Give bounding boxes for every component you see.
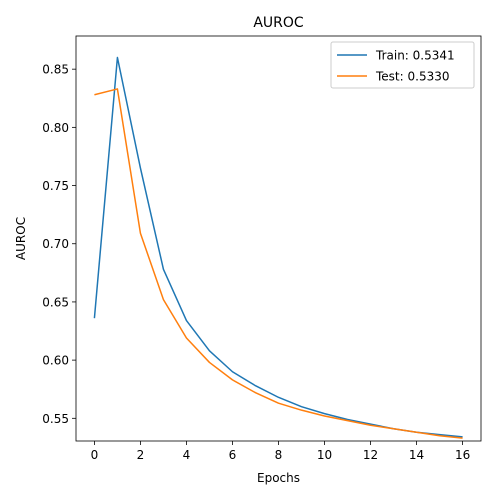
x-tick-label: 8 [275,448,283,462]
y-axis-label: AUROC [14,217,28,260]
y-tick-label: 0.85 [42,63,69,77]
legend-label-train: Train: 0.5341 [375,49,455,63]
y-tick-label: 0.55 [42,412,69,426]
y-tick-label: 0.65 [42,295,69,309]
x-tick-label: 0 [91,448,99,462]
x-axis-label: Epochs [257,471,300,485]
x-tick-label: 10 [317,448,332,462]
y-tick-label: 0.70 [42,237,69,251]
plot-frame [75,35,482,442]
x-tick-label: 12 [363,448,378,462]
x-tick-label: 4 [183,448,191,462]
x-tick-label: 6 [229,448,237,462]
series-line-test [94,88,463,439]
chart-title: AUROC [253,15,304,31]
x-tick-label: 2 [137,448,145,462]
legend-label-test: Test: 0.5330 [375,70,449,84]
x-tick-label: 14 [409,448,424,462]
legend: Train: 0.5341 Test: 0.5330 [330,41,475,89]
lines-layer [93,56,463,439]
y-tick-label: 0.80 [42,121,69,135]
y-tick-label: 0.60 [42,354,69,368]
x-tick-label: 16 [455,448,470,462]
y-tick-label: 0.75 [42,179,69,193]
ticks-layer: 0 2 4 6 8 10 12 14 16 0.55 0.60 0.65 0.70 0.75 0.80 0.8… [42,63,470,462]
